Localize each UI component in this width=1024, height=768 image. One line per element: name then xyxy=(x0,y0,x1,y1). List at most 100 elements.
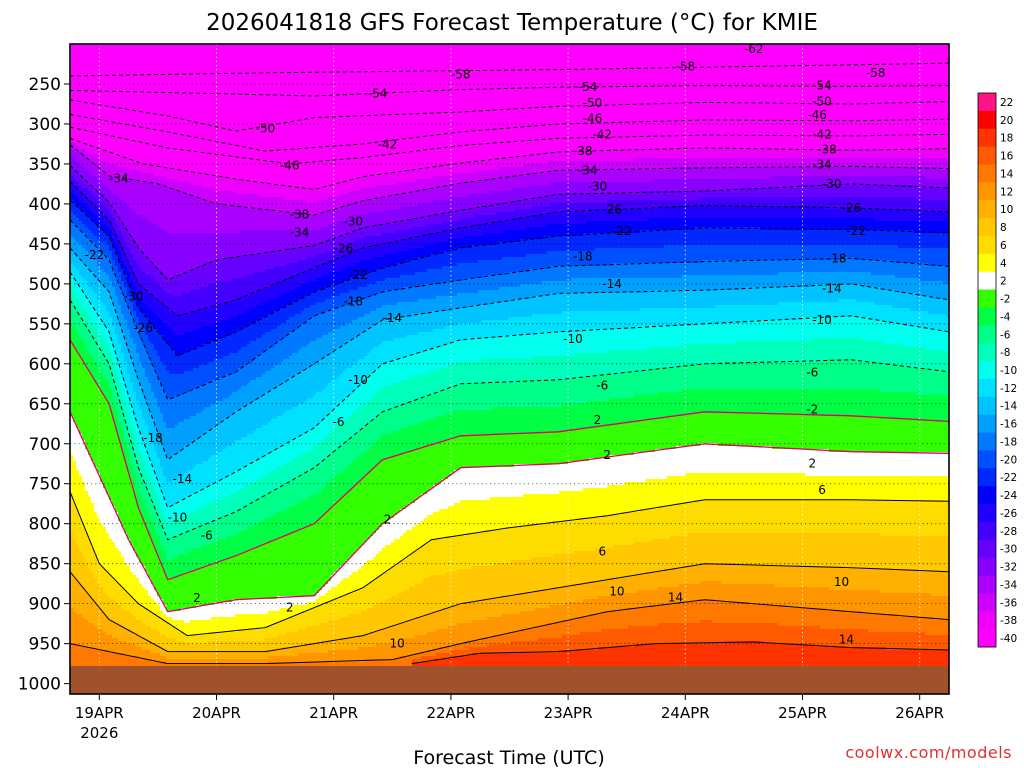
colorbar-label: -6 xyxy=(1000,329,1011,341)
colorbar-label: 18 xyxy=(1000,133,1013,145)
colorbar-swatch xyxy=(978,129,996,147)
contour-label: -34 xyxy=(812,158,832,172)
contour-label: -22 xyxy=(348,268,368,282)
x-tick-label: 20APR xyxy=(192,704,241,722)
colorbar-swatch xyxy=(978,164,996,182)
y-tick-label: 1000 xyxy=(18,675,61,695)
y-tick-label: 700 xyxy=(29,435,61,455)
contour-label: 2 xyxy=(193,591,201,605)
contour-label: -46 xyxy=(807,108,827,122)
colorbar-label: 2 xyxy=(1000,276,1007,288)
colorbar-label: -26 xyxy=(1000,508,1017,520)
contour-label: -6 xyxy=(201,529,213,543)
colorbar-swatch xyxy=(978,200,996,218)
colorbar-swatch xyxy=(978,325,996,343)
y-tick-label: 250 xyxy=(29,75,61,95)
contour-label: 14 xyxy=(839,633,854,647)
contour-label: -10 xyxy=(348,373,368,387)
colorbar-label: 10 xyxy=(1000,204,1013,216)
y-tick-label: 900 xyxy=(29,595,61,615)
colorbar-swatch xyxy=(978,433,996,451)
contour-label: -34 xyxy=(109,171,129,185)
colorbar-label: -36 xyxy=(1000,597,1017,609)
colorbar-swatch xyxy=(978,218,996,236)
contour-label: -42 xyxy=(812,127,832,141)
contour-label: -42 xyxy=(592,127,612,141)
colorbar-swatch xyxy=(978,629,996,647)
colorbar-label: -32 xyxy=(1000,562,1017,574)
contour-label: -26 xyxy=(334,242,354,256)
y-tick-label: 450 xyxy=(29,235,61,255)
x-tick-year-label: 2026 xyxy=(80,724,118,742)
colorbar-swatch xyxy=(978,504,996,522)
contour-label: -18 xyxy=(573,250,593,264)
y-tick-label: 850 xyxy=(29,555,61,575)
contour-label: -58 xyxy=(675,59,695,73)
contour-label: -18 xyxy=(143,431,163,445)
contour-label: -18 xyxy=(343,294,363,308)
colorbar-swatch xyxy=(978,379,996,397)
y-tick-label: 800 xyxy=(29,515,61,535)
colorbar-label: -12 xyxy=(1000,383,1017,395)
contour-label: -54 xyxy=(812,79,832,93)
colorbar-swatch xyxy=(978,182,996,200)
colorbar-swatch xyxy=(978,111,996,129)
x-tick-label: 25APR xyxy=(778,704,827,722)
contour-label: 2 xyxy=(286,601,294,615)
contour-label: -34 xyxy=(578,163,598,177)
contour-label: -22 xyxy=(846,224,866,238)
contour-label: -38 xyxy=(573,144,593,158)
x-tick-label: 21APR xyxy=(309,704,358,722)
contour-label: 2 xyxy=(603,448,611,462)
contour-label: -50 xyxy=(256,122,276,136)
colorbar-swatch xyxy=(978,272,996,290)
colorbar-swatch xyxy=(978,522,996,540)
contour-label: -26 xyxy=(842,201,862,215)
contour-label: 10 xyxy=(609,585,624,599)
colorbar-label: -24 xyxy=(1000,490,1017,502)
contour-label: -10 xyxy=(563,332,583,346)
contour-label: 6 xyxy=(818,483,826,497)
colorbar-swatch xyxy=(978,254,996,272)
contour-label: -50 xyxy=(812,95,832,109)
colorbar-swatch xyxy=(978,290,996,308)
contour-label: -58 xyxy=(451,67,471,81)
colorbar-swatch xyxy=(978,450,996,468)
colorbar-swatch xyxy=(978,397,996,415)
contour-label: -34 xyxy=(290,226,310,240)
contour-label: 6 xyxy=(598,545,606,559)
contour-label: -6 xyxy=(333,415,345,429)
colorbar-label: -28 xyxy=(1000,526,1017,538)
contour-label: 14 xyxy=(668,590,683,604)
contour-label: -50 xyxy=(583,96,603,110)
x-tick-label: 23APR xyxy=(544,704,593,722)
contour-label: -30 xyxy=(822,177,842,191)
colorbar-label: -8 xyxy=(1000,347,1010,359)
colorbar-label: 6 xyxy=(1000,240,1007,252)
colorbar-swatch xyxy=(978,343,996,361)
contour-label: -18 xyxy=(827,251,847,265)
colorbar-label: -4 xyxy=(1000,311,1011,323)
contour-label: -10 xyxy=(812,313,832,327)
colorbar-swatch xyxy=(978,361,996,379)
y-tick-label: 400 xyxy=(29,195,61,215)
colorbar-swatch xyxy=(978,468,996,486)
contour-label: -22 xyxy=(85,248,105,262)
colorbar-label: 22 xyxy=(1000,97,1013,109)
x-tick-label: 26APR xyxy=(895,704,944,722)
colorbar-label: -18 xyxy=(1000,436,1017,448)
x-tick-label: 19APR xyxy=(75,704,124,722)
colorbar-swatch xyxy=(978,611,996,629)
colorbar-label: 8 xyxy=(1000,222,1007,234)
contour-label: -54 xyxy=(368,87,388,101)
contour-label: -14 xyxy=(822,282,842,296)
colorbar-label: -38 xyxy=(1000,615,1017,627)
colorbar-label: -10 xyxy=(1000,365,1017,377)
colorbar-swatch xyxy=(978,593,996,611)
contour-label: -30 xyxy=(588,179,608,193)
credit-label: coolwx.com/models xyxy=(845,743,1012,762)
colorbar-label: 20 xyxy=(1000,115,1013,127)
y-tick-label: 600 xyxy=(29,355,61,375)
contour-label: -26 xyxy=(602,202,622,216)
